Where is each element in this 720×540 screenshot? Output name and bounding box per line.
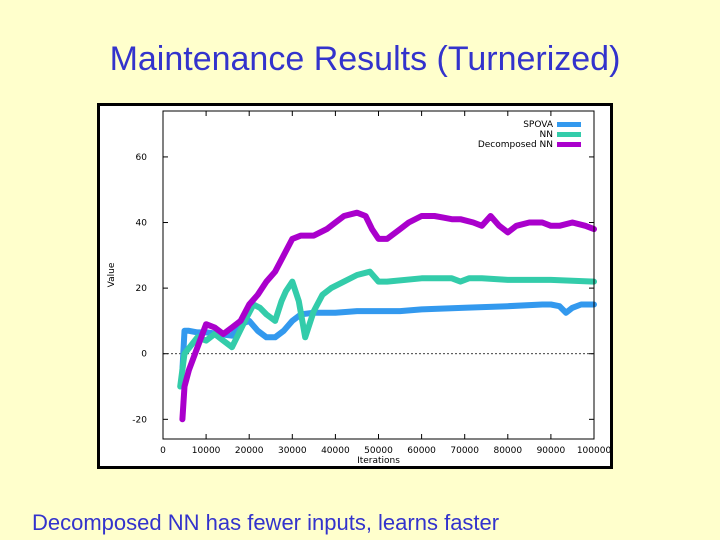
x-tick-label: 10000 — [192, 446, 221, 456]
x-tick-label: 40000 — [321, 446, 350, 456]
legend-swatch — [557, 142, 581, 147]
chart-frame: -20 0 20 40 60 0 10000 20000 30000 40000 50000 6000… — [97, 103, 613, 469]
line-chart: -20 0 20 40 60 0 10000 20000 30000 40000 50000 6000… — [100, 106, 610, 466]
x-tick-label: 70000 — [450, 446, 479, 456]
legend-label: Decomposed NN — [478, 140, 553, 150]
plot-border — [162, 110, 595, 440]
x-tick-label: 90000 — [537, 446, 566, 456]
x-tick-label: 50000 — [364, 446, 393, 456]
legend-label: NN — [540, 130, 553, 140]
series-line-decomposed-nn — [179, 209, 597, 423]
y-tick-label: 60 — [136, 153, 148, 163]
y-tick-label: -20 — [132, 415, 147, 425]
y-axis-label: Value — [107, 262, 117, 287]
slide-caption: Decomposed NN has fewer inputs, learns f… — [32, 510, 500, 535]
x-tick-label: 20000 — [235, 446, 264, 456]
slide-title: Maintenance Results (Turnerized) — [109, 40, 621, 78]
x-tick-label: 80000 — [493, 446, 522, 456]
x-axis-label: Iterations — [357, 456, 400, 466]
legend-label: SPOVA — [523, 120, 554, 130]
y-tick-label: 0 — [141, 350, 147, 360]
x-tick-label: 30000 — [278, 446, 307, 456]
x-tick-label: 60000 — [407, 446, 436, 456]
x-tick-label: 0 — [160, 446, 166, 456]
legend-swatch — [557, 132, 581, 137]
legend-swatch — [557, 122, 581, 127]
x-tick-label: 100000 — [577, 446, 610, 456]
series-line-nn — [177, 268, 597, 390]
y-tick-label: 40 — [136, 219, 148, 229]
y-tick-label: 20 — [136, 284, 148, 294]
